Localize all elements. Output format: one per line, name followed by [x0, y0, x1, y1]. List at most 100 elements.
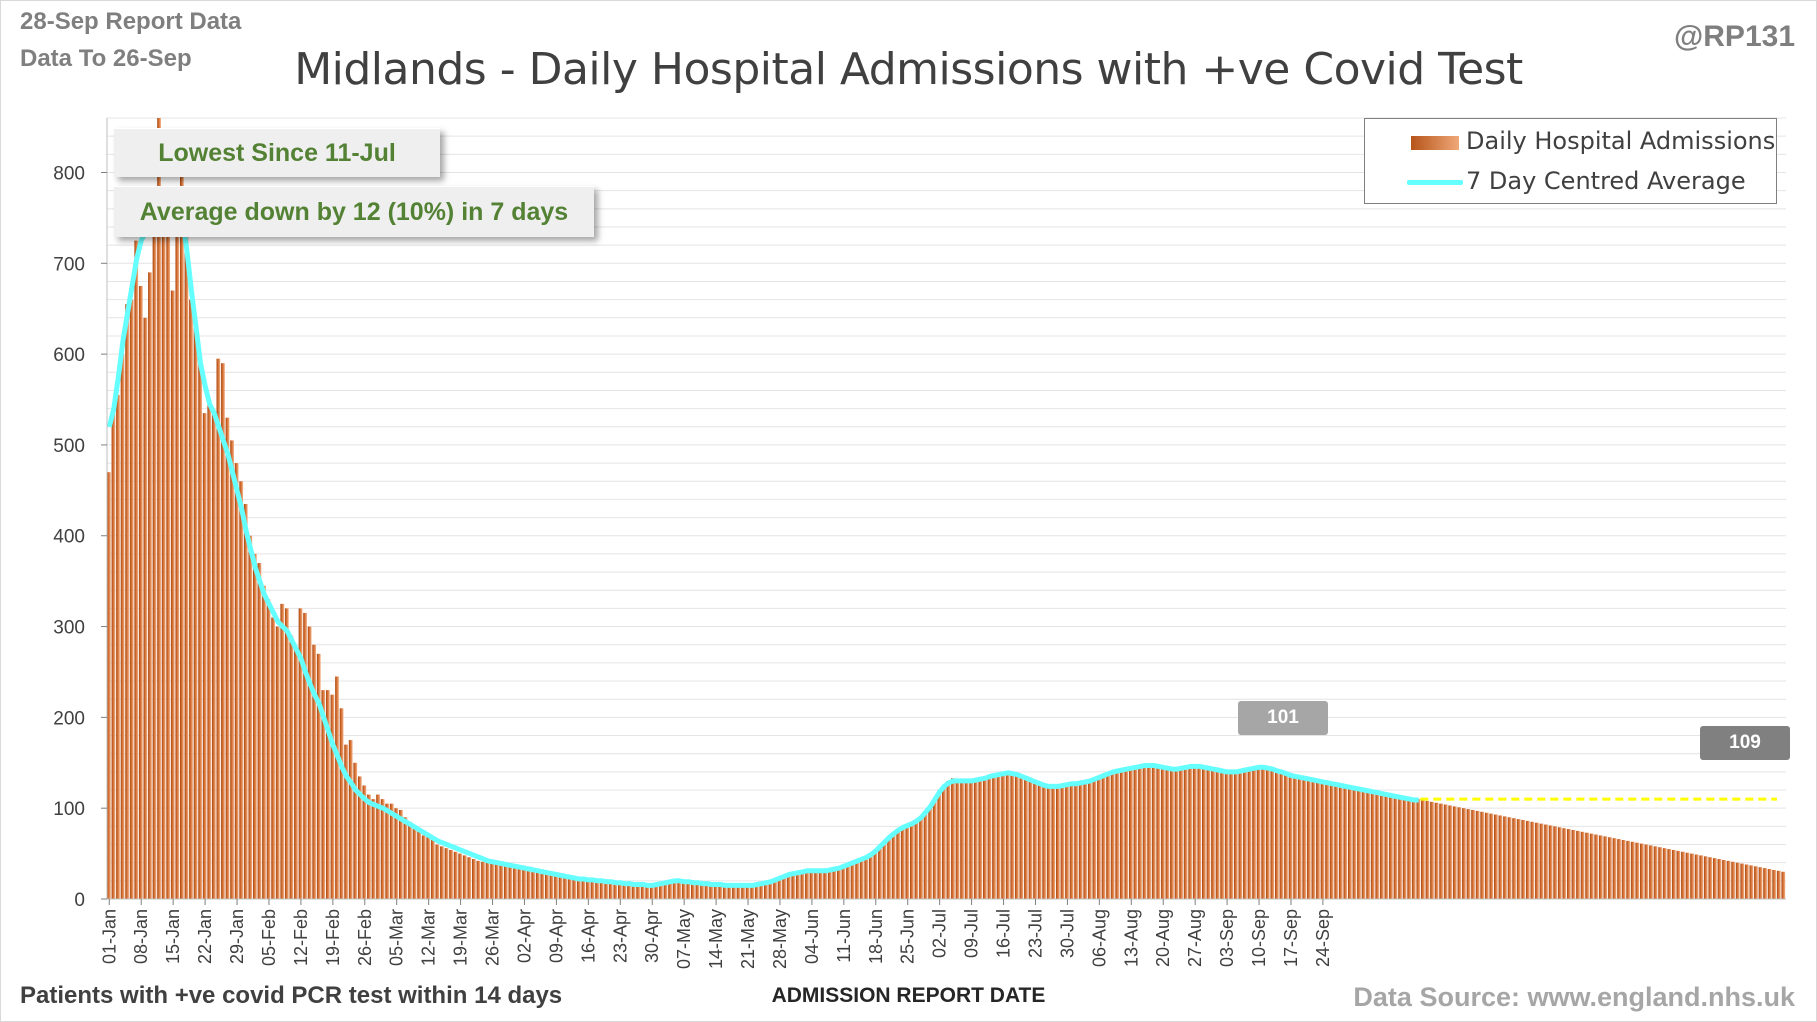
bar [1083, 781, 1088, 899]
bar [1019, 775, 1024, 899]
bar [1160, 767, 1165, 899]
bar [1343, 784, 1348, 899]
legend-item-daily: Daily Hospital Admissions [1365, 121, 1776, 161]
bar [1001, 772, 1006, 899]
bar [1138, 766, 1142, 899]
bar [567, 879, 572, 899]
bar [1046, 785, 1051, 899]
bar [604, 883, 609, 899]
bar [1366, 789, 1371, 899]
bar [878, 847, 882, 899]
bar [1156, 766, 1161, 899]
bar [709, 884, 714, 899]
bar [1028, 779, 1033, 899]
bar [1690, 853, 1694, 899]
bar [138, 286, 143, 899]
bar [1302, 777, 1307, 899]
bar [1608, 837, 1612, 899]
x-tick-label: 26-Feb [355, 909, 375, 966]
bar [330, 694, 335, 899]
bar [1197, 766, 1202, 899]
y-tick-label: 600 [53, 345, 85, 366]
bar [905, 824, 910, 899]
bar [773, 879, 777, 899]
bar [1635, 842, 1640, 899]
bar [613, 884, 618, 899]
bar [910, 822, 914, 899]
bar [691, 882, 695, 899]
bar [326, 690, 330, 899]
bar [1649, 845, 1653, 899]
bar [677, 880, 682, 899]
bar [1544, 824, 1548, 899]
bar [307, 626, 312, 899]
bar [1247, 769, 1252, 899]
x-tick-label: 08-Jan [131, 909, 151, 964]
bar [718, 885, 723, 899]
bar [166, 226, 171, 899]
bar [1480, 811, 1485, 899]
bar [549, 875, 554, 899]
bar [1781, 871, 1786, 899]
bar [1717, 859, 1722, 899]
bar [631, 885, 636, 899]
bar [1763, 868, 1767, 899]
bar [750, 885, 755, 899]
bar [1498, 815, 1503, 899]
bar [900, 826, 905, 899]
bar [960, 780, 964, 899]
bar [1357, 787, 1361, 899]
bar [1042, 784, 1047, 899]
bar [832, 869, 837, 899]
bar [1297, 776, 1302, 899]
bar [1603, 836, 1608, 899]
bar [1653, 846, 1658, 899]
bar [1407, 797, 1412, 899]
bar [1202, 767, 1206, 899]
bar [257, 562, 262, 899]
bar [563, 878, 568, 899]
bar [978, 778, 983, 899]
bar [1744, 864, 1749, 899]
bar [1580, 831, 1585, 899]
bar [1375, 790, 1380, 899]
bar [1393, 794, 1398, 899]
bar [1530, 821, 1535, 899]
bar [180, 172, 184, 899]
bar [184, 208, 189, 899]
bar [932, 799, 937, 899]
bar [1124, 769, 1129, 899]
bar [499, 865, 504, 899]
bar [649, 885, 654, 899]
bar [157, 118, 161, 899]
bar [376, 794, 380, 899]
bar [1767, 869, 1772, 899]
x-tick-label: 11-Jun [834, 909, 854, 963]
bar [221, 363, 225, 900]
bar [1243, 770, 1247, 899]
bar [868, 855, 873, 899]
bar [294, 649, 298, 899]
bar [672, 880, 677, 899]
bar [818, 871, 823, 899]
bar [211, 413, 216, 899]
bar [120, 354, 125, 899]
y-tick-label: 100 [53, 799, 85, 820]
bar [764, 882, 768, 899]
bar [1567, 829, 1571, 899]
bar [1494, 814, 1498, 899]
x-tick-label: 01-Jan [99, 909, 119, 964]
x-tick-label: 02-Jul [930, 909, 950, 958]
bar [1471, 810, 1475, 899]
bar [248, 535, 253, 899]
bar [1220, 770, 1225, 899]
bar [741, 885, 745, 899]
bar [809, 870, 814, 899]
bar [1037, 782, 1042, 899]
bar [1306, 778, 1311, 899]
bar [380, 799, 385, 899]
bar [937, 791, 942, 899]
bar [1069, 783, 1074, 899]
bar [576, 880, 581, 899]
bar [969, 780, 974, 899]
